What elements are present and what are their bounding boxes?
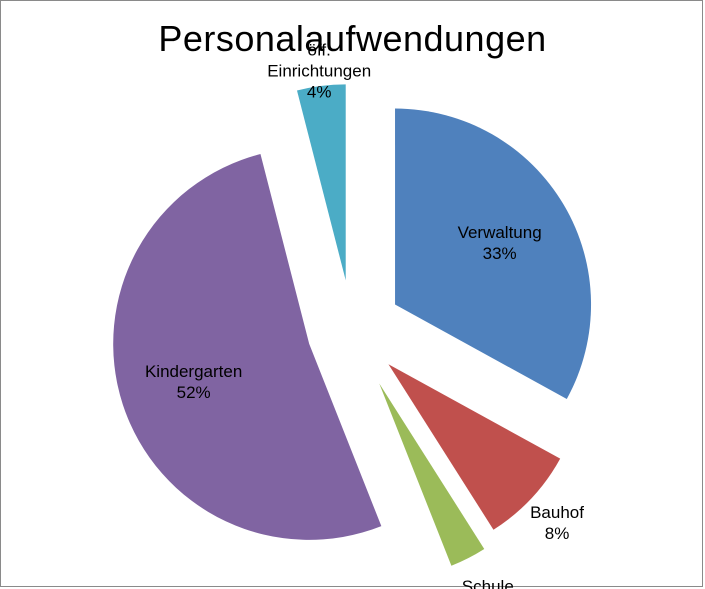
slice-percent-label: 52% bbox=[177, 383, 211, 402]
chart-title: Personalaufwendungen bbox=[158, 18, 547, 59]
slice-percent-label: 4% bbox=[307, 82, 332, 101]
slice-name-label: Bauhof bbox=[530, 503, 584, 522]
slice-name-label: Verwaltung bbox=[458, 223, 542, 242]
slice-label-1: Verwaltung 33% bbox=[458, 223, 542, 263]
slice-label-5: öff. Einrichtungen 4% bbox=[267, 40, 371, 101]
pie-slice-4 bbox=[113, 154, 382, 540]
slice-percent-label: 8% bbox=[545, 524, 570, 543]
slice-name-label: Einrichtungen bbox=[267, 61, 371, 80]
pie-slice-1 bbox=[395, 108, 592, 399]
pie-slice-5 bbox=[296, 84, 346, 281]
pie-slice-2 bbox=[388, 364, 561, 530]
slice-name-label: Kindergarten bbox=[145, 362, 242, 381]
slice-label-4: Kindergarten 52% bbox=[145, 362, 242, 402]
slice-label-2: Bauhof 8% bbox=[530, 503, 584, 543]
pie-slice-3 bbox=[379, 383, 485, 566]
slice-name-label: Schule bbox=[462, 577, 514, 589]
slice-label-3: Schule3% bbox=[462, 577, 514, 589]
slice-name-label: öff. bbox=[308, 40, 331, 59]
slice-percent-label: 33% bbox=[483, 244, 517, 263]
